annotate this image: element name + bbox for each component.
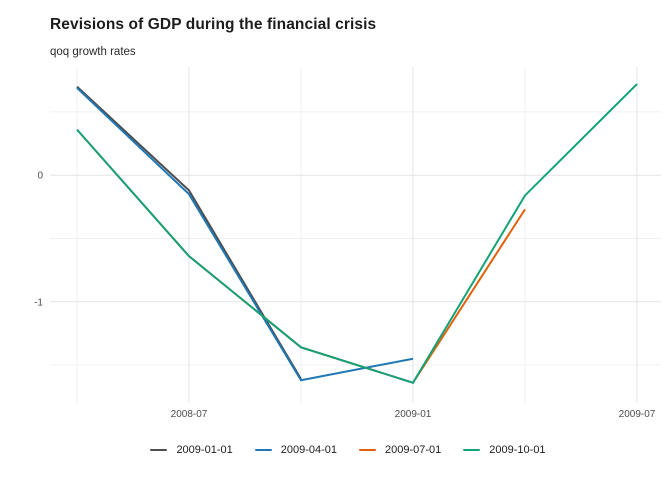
- y-tick-label: -1: [34, 297, 43, 308]
- legend: 2009-01-01 2009-04-01 2009-07-01 2009-10-01: [0, 444, 672, 456]
- legend-item-2009-01-01: 2009-01-01: [150, 444, 233, 456]
- legend-item-2009-07-01: 2009-07-01: [359, 444, 441, 456]
- x-tick-label: 2009-07: [619, 409, 656, 420]
- legend-key-line-icon: [254, 448, 272, 452]
- chart-title: Revisions of GDP during the financial cr…: [50, 16, 377, 33]
- legend-label: 2009-10-01: [489, 444, 546, 456]
- x-tick-label: 2008-07: [171, 409, 208, 420]
- series-line-2009-04-01: [76, 87, 414, 382]
- series-line-2009-10-01: [76, 83, 638, 384]
- plot-area: 0 -1 2008-07 2009-01 2009-07: [34, 67, 661, 420]
- legend-label: 2009-04-01: [280, 444, 337, 456]
- legend-key-line-icon: [359, 448, 376, 452]
- chart-subtitle: qoq growth rates: [50, 46, 136, 58]
- legend-item-2009-04-01: 2009-04-01: [254, 444, 337, 456]
- legend-key-line-icon: [463, 448, 481, 452]
- legend-item-2009-10-01: 2009-10-01: [463, 444, 546, 456]
- y-tick-label: 0: [37, 171, 43, 182]
- legend-label: 2009-07-01: [385, 444, 442, 456]
- legend-key-line-icon: [150, 448, 168, 452]
- legend-label: 2009-01-01: [176, 444, 233, 456]
- x-tick-label: 2009-01: [395, 409, 432, 420]
